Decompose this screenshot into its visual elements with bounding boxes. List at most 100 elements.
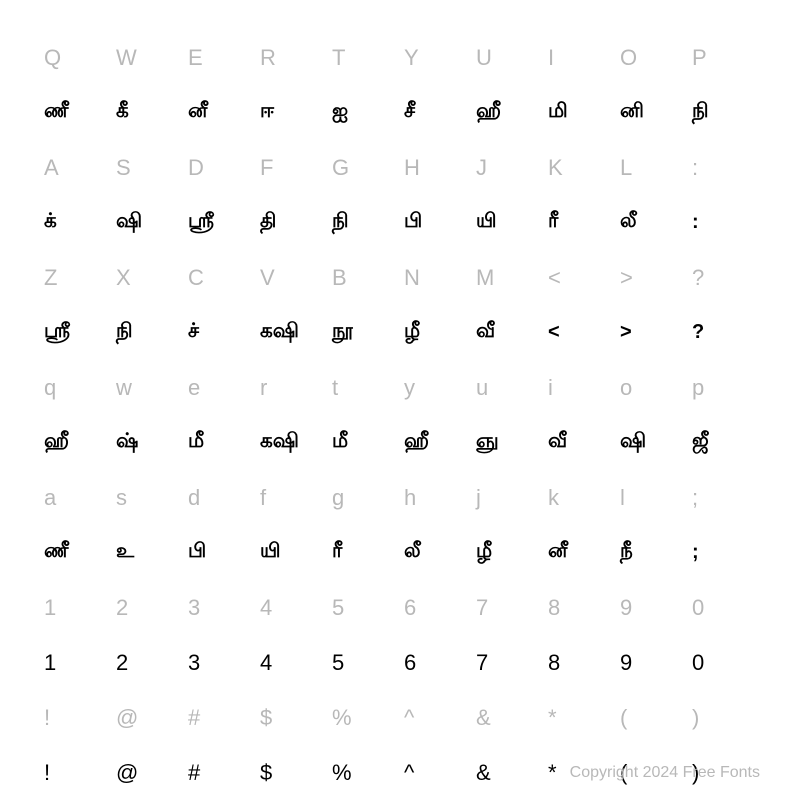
glyph-sample: 6 bbox=[400, 635, 472, 690]
key-label: s bbox=[112, 470, 184, 525]
glyph-sample: ரீ bbox=[544, 195, 616, 250]
key-label: F bbox=[256, 140, 328, 195]
key-label: ! bbox=[40, 690, 112, 745]
glyph-sample: ழீ bbox=[400, 305, 472, 360]
glyph-sample: மீ bbox=[184, 415, 256, 470]
glyph-sample: 4 bbox=[256, 635, 328, 690]
glyph-sample: $ bbox=[256, 745, 328, 800]
key-label: l bbox=[616, 470, 688, 525]
key-label: ( bbox=[616, 690, 688, 745]
key-label: g bbox=[328, 470, 400, 525]
glyph-sample: 5 bbox=[328, 635, 400, 690]
glyph-sample: தி bbox=[256, 195, 328, 250]
glyph-sample: ஹீ bbox=[472, 85, 544, 140]
copyright-text: Copyright 2024 Free Fonts bbox=[570, 764, 760, 782]
glyph-sample: ^ bbox=[400, 745, 472, 800]
key-label: $ bbox=[256, 690, 328, 745]
key-label: N bbox=[400, 250, 472, 305]
glyph-sample: ஷி bbox=[112, 195, 184, 250]
glyph-sample: ஸ்ரீ bbox=[184, 195, 256, 250]
key-label: X bbox=[112, 250, 184, 305]
glyph-sample: னி bbox=[616, 85, 688, 140]
glyph-sample: சீ bbox=[400, 85, 472, 140]
key-label: r bbox=[256, 360, 328, 415]
key-label: B bbox=[328, 250, 400, 305]
key-label: Z bbox=[40, 250, 112, 305]
glyph-sample: நி bbox=[688, 85, 760, 140]
key-label: R bbox=[256, 30, 328, 85]
key-label: J bbox=[472, 140, 544, 195]
glyph-sample: 0 bbox=[688, 635, 760, 690]
key-label: 9 bbox=[616, 580, 688, 635]
glyph-sample: ; bbox=[688, 525, 760, 580]
key-label: T bbox=[328, 30, 400, 85]
key-label: p bbox=[688, 360, 760, 415]
glyph-sample: னீ bbox=[544, 525, 616, 580]
key-label: O bbox=[616, 30, 688, 85]
key-label: P bbox=[688, 30, 760, 85]
glyph-sample: லீ bbox=[400, 525, 472, 580]
key-label: 3 bbox=[184, 580, 256, 635]
glyph-sample: # bbox=[184, 745, 256, 800]
glyph-sample: ? bbox=[688, 305, 760, 360]
key-label: V bbox=[256, 250, 328, 305]
glyph-sample: வீ bbox=[472, 305, 544, 360]
key-label: M bbox=[472, 250, 544, 305]
key-label: S bbox=[112, 140, 184, 195]
glyph-sample: % bbox=[328, 745, 400, 800]
key-label: u bbox=[472, 360, 544, 415]
glyph-sample: 2 bbox=[112, 635, 184, 690]
character-map-grid: QWERTYUIOPணீகீனீஈஐசீஹீமினிநிASDFGHJKL:க்… bbox=[40, 30, 760, 800]
glyph-sample: ழீ bbox=[472, 525, 544, 580]
glyph-sample: லீ bbox=[616, 195, 688, 250]
glyph-sample: க் bbox=[40, 195, 112, 250]
key-label: 8 bbox=[544, 580, 616, 635]
key-label: Y bbox=[400, 30, 472, 85]
key-label: d bbox=[184, 470, 256, 525]
key-label: W bbox=[112, 30, 184, 85]
key-label: K bbox=[544, 140, 616, 195]
glyph-sample: 9 bbox=[616, 635, 688, 690]
key-label: G bbox=[328, 140, 400, 195]
glyph-sample: ஸ்ரீ bbox=[40, 305, 112, 360]
key-label: e bbox=[184, 360, 256, 415]
glyph-sample: யி bbox=[256, 525, 328, 580]
glyph-sample: கீ bbox=[112, 85, 184, 140]
glyph-sample: யி bbox=[472, 195, 544, 250]
glyph-sample: ! bbox=[40, 745, 112, 800]
glyph-sample: நூ bbox=[328, 305, 400, 360]
key-label: 0 bbox=[688, 580, 760, 635]
glyph-sample: < bbox=[544, 305, 616, 360]
glyph-sample: ஞு bbox=[472, 415, 544, 470]
key-label: 1 bbox=[40, 580, 112, 635]
glyph-sample: பி bbox=[184, 525, 256, 580]
key-label: h bbox=[400, 470, 472, 525]
glyph-sample: ச் bbox=[184, 305, 256, 360]
glyph-sample: ணீ bbox=[40, 85, 112, 140]
glyph-sample: னீ bbox=[184, 85, 256, 140]
glyph-sample: 1 bbox=[40, 635, 112, 690]
key-label: a bbox=[40, 470, 112, 525]
key-label: & bbox=[472, 690, 544, 745]
key-label: : bbox=[688, 140, 760, 195]
glyph-sample: & bbox=[472, 745, 544, 800]
key-label: * bbox=[544, 690, 616, 745]
glyph-sample: ஹீ bbox=[400, 415, 472, 470]
key-label: ; bbox=[688, 470, 760, 525]
key-label: y bbox=[400, 360, 472, 415]
glyph-sample: நீ bbox=[616, 525, 688, 580]
glyph-sample: மீ bbox=[328, 415, 400, 470]
key-label: A bbox=[40, 140, 112, 195]
glyph-sample: மி bbox=[544, 85, 616, 140]
key-label: j bbox=[472, 470, 544, 525]
key-label: o bbox=[616, 360, 688, 415]
key-label: < bbox=[544, 250, 616, 305]
glyph-sample: > bbox=[616, 305, 688, 360]
glyph-sample: : bbox=[688, 195, 760, 250]
key-label: D bbox=[184, 140, 256, 195]
glyph-sample: கஷி bbox=[256, 305, 328, 360]
glyph-sample: ஐ bbox=[328, 85, 400, 140]
key-label: U bbox=[472, 30, 544, 85]
key-label: 5 bbox=[328, 580, 400, 635]
key-label: E bbox=[184, 30, 256, 85]
